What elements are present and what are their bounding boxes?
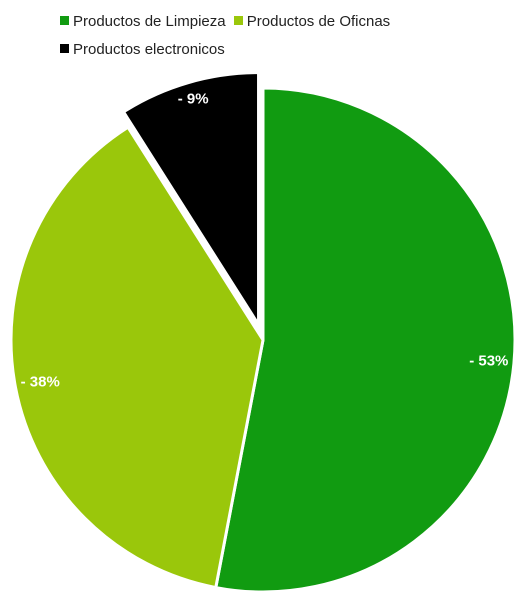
pie-slice-electronicos — [122, 71, 261, 327]
legend-item-limpieza: Productos de Limpieza — [60, 8, 226, 36]
legend: Productos de Limpieza Productos de Oficn… — [60, 8, 500, 64]
legend-swatch-electronicos — [60, 44, 69, 53]
legend-label-oficinas: Productos de Oficnas — [246, 13, 391, 30]
legend-item-electronicos: Productos electronicos — [60, 36, 225, 64]
data-label-oficinas: - 38% — [21, 373, 60, 390]
legend-label-electronicos: Productos electronicos — [73, 41, 225, 58]
legend-item-oficinas: Productos de Oficnas — [233, 8, 391, 36]
data-label-limpieza: - 53% — [469, 352, 508, 369]
legend-label-limpieza: Productos de Limpieza — [73, 13, 226, 30]
legend-swatch-limpieza — [60, 16, 69, 25]
data-label-electronicos: - 9% — [178, 91, 209, 108]
pie-slice-oficinas — [9, 125, 265, 590]
legend-swatch-oficinas — [233, 16, 243, 25]
pie-slice-limpieza — [214, 86, 517, 594]
